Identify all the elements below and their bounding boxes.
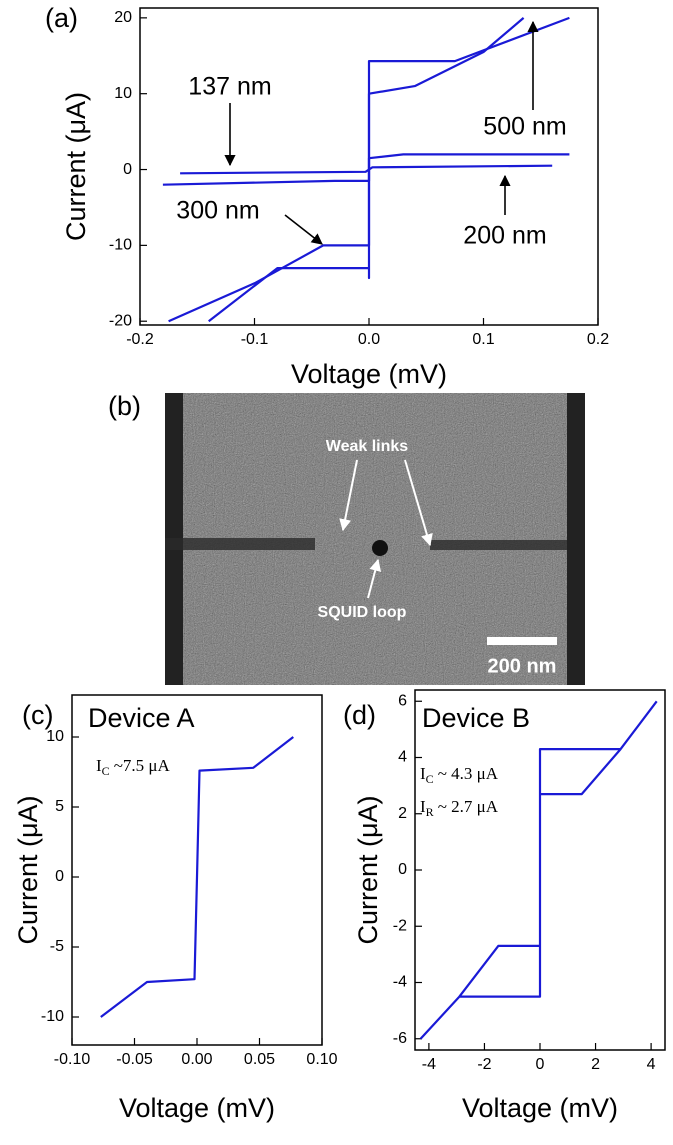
annotation: IC~ 4.3 μA [420, 764, 499, 786]
curve-label: 500 nm [483, 113, 566, 141]
panel-label: (d) [343, 700, 376, 730]
y-tick-label: 5 [55, 798, 64, 815]
x-tick-label: -0.10 [54, 1051, 91, 1068]
figure: Weak links SQUID loop 200 nm (b) -0.2-0.… [0, 0, 673, 1140]
iv-curve [101, 737, 293, 1017]
x-tick-label: -0.05 [116, 1051, 153, 1068]
x-tick-label: 0.00 [181, 1051, 212, 1068]
panel-label: (a) [45, 3, 78, 33]
annotation: IR~ 2.7 μA [420, 797, 499, 819]
panel-label: (c) [22, 700, 53, 730]
image-annotation: Weak links [326, 438, 409, 455]
x-axis-label: Voltage (mV) [462, 1093, 618, 1123]
x-tick-label: 4 [647, 1056, 656, 1073]
junction [165, 538, 315, 550]
iv-curve [163, 154, 570, 184]
arrow [285, 215, 322, 244]
device-label: Device B [422, 703, 530, 733]
iv-curve [169, 18, 524, 321]
x-tick-label: 0.05 [244, 1051, 275, 1068]
x-tick-label: -0.2 [126, 331, 154, 348]
junction [430, 540, 567, 550]
curve-label: 200 nm [463, 222, 546, 250]
y-tick-label: -10 [109, 237, 132, 254]
y-tick-label: 6 [398, 692, 407, 709]
y-tick-label: 10 [114, 85, 132, 102]
x-tick-label: 0 [536, 1056, 545, 1073]
annotation-part: ~ 2.7 μA [438, 797, 499, 816]
annotation-sub: C [102, 764, 110, 778]
y-tick-label: -4 [393, 974, 407, 991]
x-tick-label: 0.1 [472, 331, 494, 348]
x-tick-label: -4 [422, 1056, 436, 1073]
x-tick-label: 0.0 [358, 331, 380, 348]
annotation-sub: R [426, 805, 434, 819]
y-tick-label: 4 [398, 749, 407, 766]
y-tick-label: -20 [109, 312, 132, 329]
x-tick-label: 2 [591, 1056, 600, 1073]
annotation-part: ~ 4.3 μA [438, 764, 499, 783]
scale-bar-label: 200 nm [488, 655, 557, 677]
y-tick-label: 20 [114, 9, 132, 26]
panel: -0.10 -0.05 0.00 0.05 0.10 -10 -5 0 5 10 Voltage (… [13, 695, 338, 1123]
scale-bar [487, 637, 557, 645]
panel: -0.2 -0.1 0.0 0.1 0.2 -20 -10 0 10 20 Voltage (mV)… [45, 3, 609, 389]
x-tick-label: -2 [477, 1056, 491, 1073]
x-axis-label: Voltage (mV) [291, 359, 447, 389]
device-label: Device A [88, 703, 195, 733]
annotation: IC~7.5 μA [96, 756, 170, 778]
y-tick-label: 2 [398, 805, 407, 822]
y-axis-label: Current (μA) [353, 795, 383, 944]
y-tick-label: 0 [55, 868, 64, 885]
x-tick-label: -0.1 [241, 331, 269, 348]
sem-image: Weak links SQUID loop 200 nm (b) [108, 391, 585, 685]
y-tick-label: -2 [393, 917, 407, 934]
curve-label: 300 nm [176, 197, 259, 225]
squid-loop [372, 540, 388, 556]
x-tick-label: 0.10 [306, 1051, 337, 1068]
iv-curve [209, 18, 570, 321]
image-annotation: SQUID loop [318, 604, 407, 621]
y-tick-label: 0 [123, 161, 132, 178]
image-edge [567, 393, 585, 685]
iv-curve [421, 701, 657, 1039]
panel: -4 -2 0 2 4 -6 -4 -2 0 2 4 6 Voltage (mV) Current (μA… [343, 690, 665, 1123]
x-tick-label: 0.2 [587, 331, 609, 348]
panel-label: (b) [108, 391, 141, 421]
curve-label: 137 nm [188, 73, 271, 101]
iv-curve [180, 166, 552, 174]
y-tick-label: 0 [398, 861, 407, 878]
annotation-sub: C [426, 772, 434, 786]
y-tick-label: -6 [393, 1030, 407, 1047]
y-tick-label: -5 [50, 938, 64, 955]
y-axis-label: Current (μA) [13, 795, 43, 944]
annotation-part: ~7.5 μA [114, 756, 171, 775]
y-tick-label: 10 [46, 728, 64, 745]
x-axis-label: Voltage (mV) [119, 1093, 275, 1123]
y-tick-label: -10 [41, 1008, 64, 1025]
y-axis-label: Current (μA) [61, 92, 91, 241]
